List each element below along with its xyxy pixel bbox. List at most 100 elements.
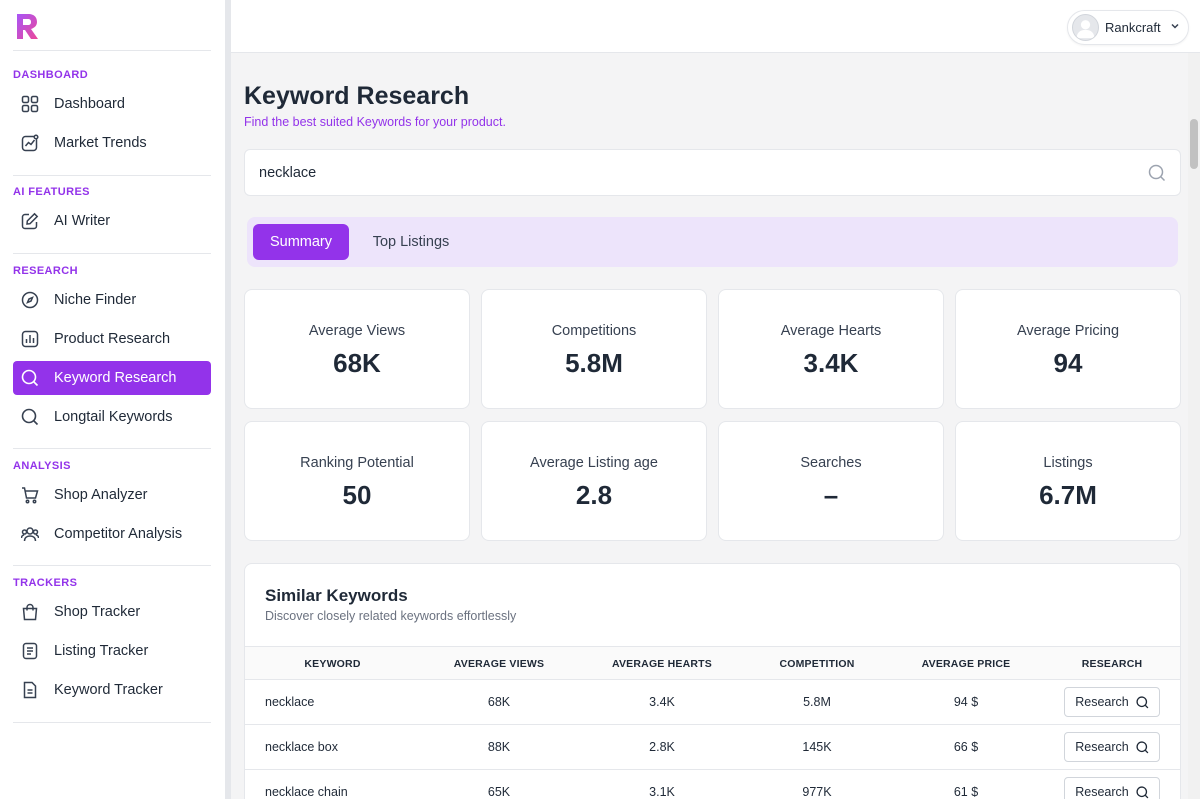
sidebar-item-label: Niche Finder [54,292,137,308]
cart-icon [21,486,39,504]
logo-icon[interactable] [15,12,39,40]
research-button[interactable]: Research [1064,687,1160,717]
stat-label: Searches [800,455,862,471]
sidebar-item-label: Dashboard [54,96,125,112]
similar-keywords-card: Similar Keywords Discover closely relate… [244,563,1181,799]
sidebar-item-listing-tracker[interactable]: Listing Tracker [13,634,211,668]
section-title-trackers: TRACKERS [13,577,78,589]
column-header-average-hearts: AVERAGE HEARTS [611,658,713,670]
section-title-analysis: ANALYSIS [13,460,71,472]
page-scrollbar[interactable] [1188,53,1200,799]
stat-label: Ranking Potential [300,455,414,471]
stat-card-average-views: Average Views 68K [244,289,470,409]
sidebar-item-longtail-keywords[interactable]: Longtail Keywords [13,400,211,434]
sidebar-item-shop-tracker[interactable]: Shop Tracker [13,595,211,629]
sidebar-item-ai-writer[interactable]: AI Writer [13,204,211,238]
research-button[interactable]: Research [1064,732,1160,762]
sidebar-item-dashboard[interactable]: Dashboard [13,87,211,121]
list-icon [21,642,39,660]
table-header: KEYWORD AVERAGE VIEWS AVERAGE HEARTS COM… [245,646,1180,680]
stat-label: Average Hearts [780,323,882,339]
stat-value: 94 [1053,348,1083,378]
stat-value: – [823,480,839,510]
stat-label: Average Listing age [530,455,658,471]
sidebar-item-label: Keyword Tracker [54,682,163,698]
stat-card-average-pricing: Average Pricing 94 [955,289,1181,409]
chevron-down-icon [1170,21,1180,34]
cell-keyword: necklace box [265,740,338,754]
sidebar-item-label: AI Writer [54,213,111,229]
research-button-label: Research [1075,785,1129,799]
column-header-average-price: AVERAGE PRICE [921,658,1011,670]
cell-competition: 145K [802,740,832,754]
search-icon [1136,785,1149,798]
stat-card-ranking-potential: Ranking Potential 50 [244,421,470,541]
stat-label: Listings [1043,455,1093,471]
stat-label: Average Pricing [1016,323,1120,339]
stat-value: 2.8 [575,480,613,510]
search-icon [1136,740,1149,753]
divider [13,253,211,254]
cell-views: 88K [487,740,511,754]
divider [13,50,211,51]
tab-summary[interactable]: Summary [253,224,349,260]
research-button-label: Research [1075,695,1129,709]
user-name: Rankcraft [1105,20,1161,35]
stat-label: Average Views [308,323,406,339]
search-icon[interactable] [1148,164,1166,182]
users-icon [21,525,39,543]
column-header-average-views: AVERAGE VIEWS [453,658,545,670]
stat-card-competitions: Competitions 5.8M [481,289,707,409]
section-title-dashboard: DASHBOARD [13,69,89,81]
cell-competition: 5.8M [803,695,831,709]
user-menu-button[interactable]: Rankcraft [1067,10,1189,45]
stat-value: 68K [333,348,381,378]
cell-hearts: 3.4K [649,695,675,709]
stat-card-listings: Listings 6.7M [955,421,1181,541]
sidebar-item-competitor-analysis[interactable]: Competitor Analysis [13,517,211,551]
divider [13,722,211,723]
doc-icon [21,681,39,699]
stat-value: 50 [342,480,372,510]
stat-value: 6.7M [1039,480,1097,510]
column-header-competition: COMPETITION [779,658,855,670]
stat-value: 5.8M [565,348,623,378]
sidebar-item-label: Product Research [54,331,171,347]
cell-views: 68K [487,695,511,709]
sidebar-item-keyword-research[interactable]: Keyword Research [13,361,211,395]
search-icon [21,369,39,387]
tab-top-listings[interactable]: Top Listings [372,234,450,250]
sidebar-item-label: Competitor Analysis [54,526,183,542]
cell-price: 61 $ [953,785,979,799]
sidebar-item-keyword-tracker[interactable]: Keyword Tracker [13,673,211,707]
sidebar-item-label: Shop Tracker [54,604,141,620]
compass-icon [21,291,39,309]
scrollbar-thumb[interactable] [1190,119,1198,169]
avatar [1072,14,1099,41]
table-row: necklace chain 65K 3.1K 977K 61 $ Resear… [245,770,1180,799]
stat-card-searches: Searches – [718,421,944,541]
sidebar-item-niche-finder[interactable]: Niche Finder [13,283,211,317]
sidebar-edge [226,0,231,799]
sidebar-item-shop-analyzer[interactable]: Shop Analyzer [13,478,211,512]
search-icon [1136,695,1149,708]
search-icon [21,408,39,426]
sidebar-item-label: Shop Analyzer [54,487,148,503]
page-subtitle: Find the best suited Keywords for your p… [244,115,506,129]
cell-competition: 977K [802,785,832,799]
cell-keyword: necklace [265,695,315,709]
sidebar-item-label: Longtail Keywords [54,409,173,425]
search-bar [244,149,1181,196]
sidebar-item-product-research[interactable]: Product Research [13,322,211,356]
section-title-ai-features: AI FEATURES [13,186,90,198]
stat-label: Competitions [551,323,637,339]
grid-icon [21,95,39,113]
divider [13,175,211,176]
column-header-keyword: KEYWORD [304,658,361,670]
table-row: necklace box 88K 2.8K 145K 66 $ Research [245,725,1180,770]
sidebar-item-market-trends[interactable]: Market Trends [13,126,211,160]
research-button[interactable]: Research [1064,777,1160,799]
sidebar-item-label: Market Trends [54,135,147,151]
cell-keyword: necklace chain [265,785,348,799]
search-input[interactable] [259,164,1148,181]
